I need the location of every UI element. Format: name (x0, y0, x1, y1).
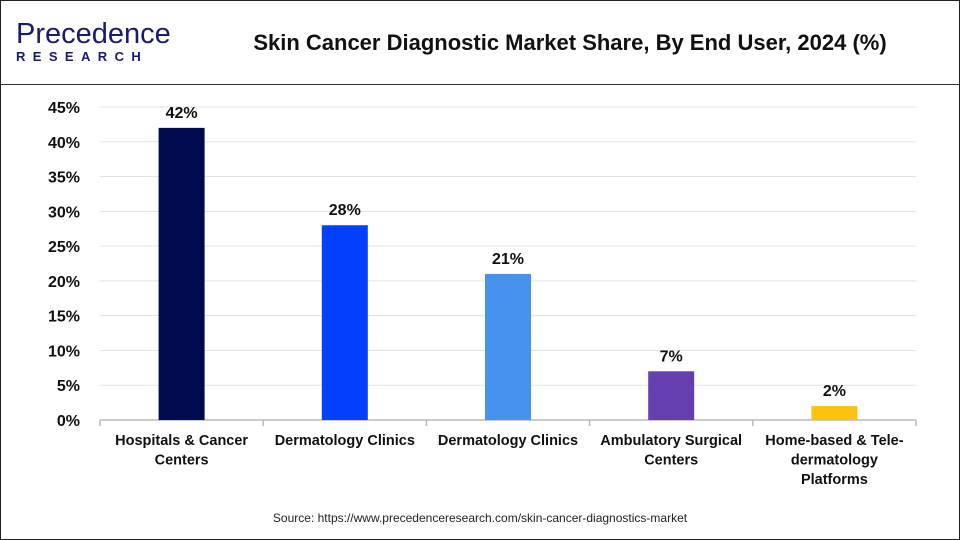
bar (321, 225, 368, 420)
data-label: 42% (166, 105, 198, 122)
y-tick-label: 0% (57, 413, 80, 430)
data-label: 28% (329, 202, 361, 219)
header-divider (0, 84, 960, 85)
y-tick-label: 20% (48, 274, 80, 291)
source-note: Source: https://www.precedenceresearch.c… (272, 511, 688, 525)
y-tick-label: 30% (48, 204, 80, 221)
y-tick-label: 15% (48, 309, 80, 326)
x-tick-label: Centers (644, 453, 698, 469)
x-tick-label: Ambulatory Surgical (600, 433, 742, 449)
y-tick-label: 40% (48, 135, 80, 152)
x-tick-label: Platforms (801, 472, 868, 488)
x-tick-label: Centers (155, 453, 209, 469)
x-tick-label: Dermatology Clinics (438, 433, 578, 449)
bar (648, 371, 695, 420)
x-tick-label: Dermatology Clinics (275, 433, 415, 449)
logo-text: Precedence (16, 18, 171, 50)
x-tick-label: Hospitals & Cancer (115, 433, 248, 449)
y-tick-label: 25% (48, 239, 80, 256)
chart-title: Skin Cancer Diagnostic Market Share, By … (253, 30, 887, 55)
data-label: 2% (823, 383, 846, 400)
bar (811, 406, 858, 420)
x-tick-label: dermatology (791, 453, 878, 469)
logo: Precedence RESEARCH (16, 18, 171, 65)
bar (158, 127, 205, 420)
data-label: 7% (660, 348, 683, 365)
y-tick-label: 35% (48, 170, 80, 187)
bar (485, 273, 531, 420)
data-label: 21% (492, 251, 524, 268)
y-tick-label: 10% (48, 343, 80, 360)
y-tick-label: 45% (48, 100, 80, 117)
y-tick-label: 5% (57, 378, 80, 395)
x-tick-label: Home-based & Tele- (765, 433, 903, 449)
logo-subtext: RESEARCH (16, 49, 149, 64)
